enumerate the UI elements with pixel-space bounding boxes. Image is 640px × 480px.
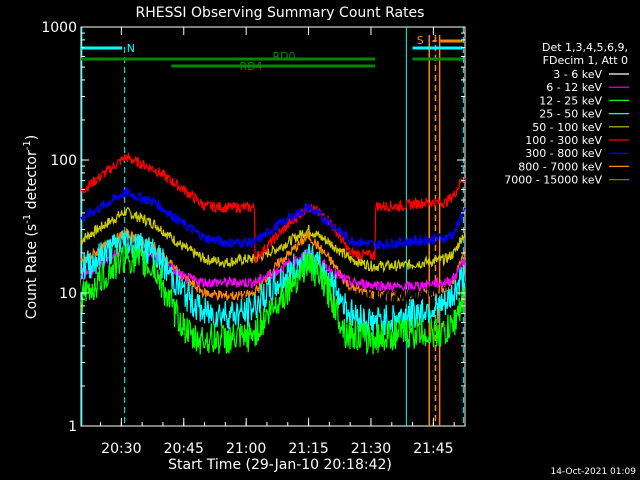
legend-label-8: 7000 - 15000 keV — [504, 174, 602, 187]
plot-frame — [80, 26, 466, 427]
series-line-2 — [80, 243, 466, 356]
legend-label-2: 12 - 25 keV — [539, 94, 602, 107]
legend-label-1: 6 - 12 keV — [546, 81, 602, 94]
footer-date: 14-Oct-2021 01:09 — [551, 467, 637, 477]
y-axis-label-sup2: -1 — [22, 140, 33, 150]
plot-area: N S RD0 RD4 20:30 20:45 21:00 21:15 21:30 21:45 1… — [41, 20, 466, 457]
flag-label-n: N — [127, 42, 135, 55]
y-tick-label-2: 100 — [50, 153, 77, 169]
legend-header-1: FDecim 1, Att 0 — [543, 54, 628, 67]
flag-label-s: S — [417, 34, 424, 47]
series-line-5 — [80, 151, 466, 264]
legend-header-0: Det 1,3,4,5,6,9, — [542, 41, 628, 54]
legend-label-3: 25 - 50 keV — [539, 108, 602, 121]
y-tick-label-3: 1000 — [41, 20, 77, 36]
series-line-6 — [80, 187, 466, 250]
series-line-3 — [80, 230, 466, 337]
x-tick-label-3: 21:15 — [288, 441, 328, 457]
x-tick-label-2: 21:00 — [226, 441, 266, 457]
x-tick-label-0: 20:30 — [101, 441, 141, 457]
y-axis-label-end: ) — [24, 135, 40, 140]
legend-label-7: 800 - 7000 keV — [518, 160, 602, 173]
x-tick-label-4: 21:30 — [351, 441, 391, 457]
ticks-layer: 20:30 20:45 21:00 21:15 21:30 21:45 1 10 100 1000 — [41, 20, 465, 457]
series-line-4 — [80, 206, 466, 274]
series-layer — [80, 151, 466, 356]
legend-label-5: 100 - 300 keV — [525, 134, 602, 147]
x-axis-label: Start Time (29-Jan-10 20:18:42) — [168, 457, 392, 473]
x-tick-label-5: 21:45 — [413, 441, 453, 457]
y-tick-label-1: 10 — [59, 286, 77, 302]
y-axis-label-sup1: -1 — [22, 214, 33, 224]
flags-layer: N S RD0 RD4 — [81, 27, 464, 426]
legend-label-0: 3 - 6 keV — [553, 68, 602, 81]
y-axis-label-main: Count Rate (s — [24, 224, 40, 319]
legend-label-4: 50 - 100 keV — [532, 121, 602, 134]
y-axis-label: Count Rate (s-1 detector-1) — [22, 135, 40, 319]
y-axis-label-mid: detector — [24, 150, 40, 214]
x-tick-label-1: 20:45 — [164, 441, 204, 457]
legend-label-6: 300 - 800 keV — [525, 147, 602, 160]
rd0-label: RD0 — [272, 50, 295, 63]
y-tick-label-0: 1 — [68, 419, 77, 435]
chart-title: RHESSI Observing Summary Count Rates — [136, 5, 425, 21]
legend: Det 1,3,4,5,6,9,FDecim 1, Att 03 - 6 keV… — [504, 41, 629, 187]
rd4-label: RD4 — [239, 60, 262, 73]
